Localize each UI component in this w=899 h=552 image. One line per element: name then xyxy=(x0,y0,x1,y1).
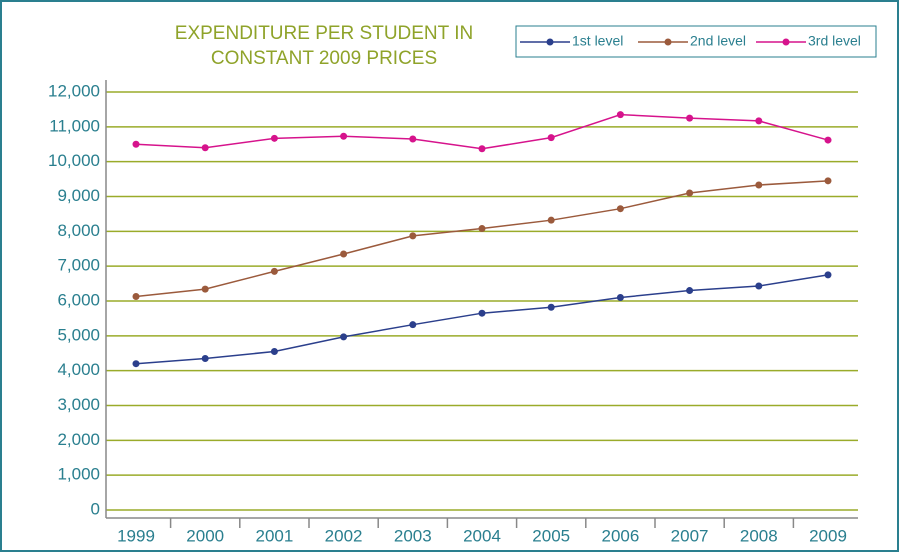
data-point xyxy=(132,360,140,368)
x-tick-label: 2003 xyxy=(394,526,432,545)
legend-marker xyxy=(664,38,672,46)
legend-marker xyxy=(546,38,554,46)
x-tick-label: 2001 xyxy=(255,526,293,545)
data-point xyxy=(755,181,763,189)
data-point xyxy=(270,348,278,356)
data-point xyxy=(755,282,763,290)
y-tick-label: 3,000 xyxy=(57,395,100,414)
data-point xyxy=(824,177,832,185)
legend-label: 3rd level xyxy=(808,33,861,49)
data-point xyxy=(616,294,624,302)
data-point xyxy=(686,287,694,295)
data-point xyxy=(340,132,348,140)
data-point xyxy=(478,309,486,317)
data-point xyxy=(755,117,763,125)
data-point xyxy=(201,285,209,293)
data-point xyxy=(478,225,486,233)
legend-marker xyxy=(782,38,790,46)
data-point xyxy=(340,250,348,258)
x-tick-label: 2006 xyxy=(601,526,639,545)
x-tick-label: 2007 xyxy=(671,526,709,545)
x-tick-label: 2004 xyxy=(463,526,501,545)
y-tick-label: 7,000 xyxy=(57,256,100,275)
data-point xyxy=(686,114,694,122)
y-tick-label: 4,000 xyxy=(57,360,100,379)
x-tick-label: 2005 xyxy=(532,526,570,545)
data-point xyxy=(340,333,348,341)
data-point xyxy=(132,140,140,148)
data-point xyxy=(547,134,555,142)
data-point xyxy=(201,354,209,362)
legend-label: 2nd level xyxy=(690,33,746,49)
x-tick-label: 2008 xyxy=(740,526,778,545)
y-tick-label: 1,000 xyxy=(57,465,100,484)
data-point xyxy=(824,271,832,279)
data-point xyxy=(409,321,417,329)
chart-title: EXPENDITURE PER STUDENT IN xyxy=(175,23,473,44)
data-point xyxy=(409,135,417,143)
y-tick-label: 5,000 xyxy=(57,325,100,344)
data-point xyxy=(547,216,555,224)
y-tick-label: 12,000 xyxy=(48,81,100,100)
y-tick-label: 0 xyxy=(91,499,100,518)
data-point xyxy=(547,303,555,311)
y-tick-label: 9,000 xyxy=(57,186,100,205)
data-point xyxy=(616,111,624,119)
x-tick-label: 2002 xyxy=(325,526,363,545)
y-tick-label: 6,000 xyxy=(57,290,100,309)
data-point xyxy=(270,267,278,275)
y-tick-label: 10,000 xyxy=(48,151,100,170)
x-tick-label: 1999 xyxy=(117,526,155,545)
data-point xyxy=(686,189,694,197)
data-point xyxy=(478,145,486,153)
y-tick-label: 11,000 xyxy=(49,116,100,135)
y-tick-label: 8,000 xyxy=(57,221,100,240)
data-point xyxy=(409,232,417,240)
x-tick-label: 2000 xyxy=(186,526,224,545)
data-point xyxy=(270,134,278,142)
data-point xyxy=(132,292,140,300)
x-tick-label: 2009 xyxy=(809,526,847,545)
data-point xyxy=(201,144,209,152)
legend-box xyxy=(515,25,877,58)
chart-title: CONSTANT 2009 PRICES xyxy=(211,48,437,69)
data-point xyxy=(616,205,624,213)
y-tick-label: 2,000 xyxy=(57,430,100,449)
data-point xyxy=(824,136,832,144)
legend-label: 1st level xyxy=(572,33,623,49)
